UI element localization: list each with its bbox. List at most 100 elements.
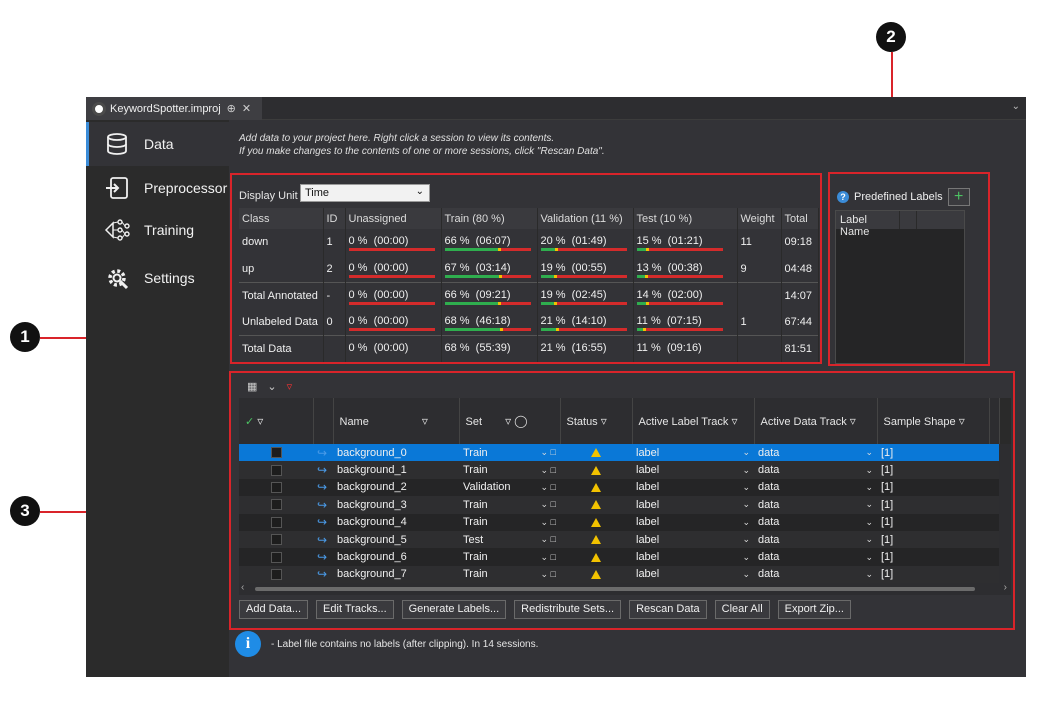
session-row[interactable]: ↪ background_2 Validation ⌄ □ label ⌄ data ⌄ [1]: [239, 478, 999, 497]
warning-icon: [591, 448, 601, 458]
row-checkbox[interactable]: [270, 516, 282, 528]
scroll-left-icon[interactable]: ‹: [241, 582, 245, 593]
sidebar-item-settings[interactable]: Settings: [86, 256, 229, 300]
session-row[interactable]: ↪ background_6 Train ⌄ □ label ⌄ data ⌄ [1]: [239, 548, 999, 566]
redistribute-sets-button[interactable]: Redistribute Sets...: [514, 600, 622, 619]
select-column-header[interactable]: ✓ ▿: [239, 398, 314, 444]
info-message-text: - Label file contains no labels (after c…: [271, 638, 539, 650]
data-track-select[interactable]: data ⌄: [754, 548, 877, 566]
lock-icon[interactable]: ◯: [514, 414, 528, 428]
tab-title: KeywordSpotter.improj: [110, 102, 221, 115]
row-checkbox[interactable]: [270, 447, 282, 459]
neural-network-icon: [104, 217, 130, 243]
train-cell: 66 % (06:07): [441, 229, 538, 256]
label-list[interactable]: Label Name: [835, 210, 965, 364]
row-select-cell[interactable]: [239, 565, 313, 584]
set-select[interactable]: Train ⌄ □: [459, 513, 560, 531]
row-checkbox[interactable]: [270, 499, 282, 511]
chevron-down-icon[interactable]: ⌄: [1011, 101, 1020, 112]
row-select-cell[interactable]: [239, 461, 313, 479]
set-select[interactable]: Train ⌄ □: [459, 548, 560, 566]
column-header-sample-shape[interactable]: Sample Shape ▿: [877, 398, 990, 444]
set-select[interactable]: Train ⌄ □: [459, 444, 560, 462]
horizontal-scrollbar[interactable]: ‹ ›: [239, 582, 1011, 595]
column-header-status[interactable]: Status ▿: [560, 398, 633, 444]
export-zip-button[interactable]: Export Zip...: [777, 600, 851, 619]
row-select-cell[interactable]: [239, 530, 313, 549]
display-unit-select[interactable]: Time ⌄: [300, 184, 430, 202]
row-checkbox[interactable]: [270, 534, 282, 546]
chevron-down-icon: ⌄ □: [540, 516, 556, 527]
close-tab-icon[interactable]: ✕: [241, 103, 252, 115]
column-header-name[interactable]: Name ▿: [333, 398, 460, 444]
session-row[interactable]: ↪ background_4 Train ⌄ □ label ⌄ data ⌄ [1]: [239, 513, 999, 531]
rescan-data-button[interactable]: Rescan Data: [629, 600, 707, 619]
set-select[interactable]: Train ⌄ □: [459, 565, 560, 584]
vertical-scrollbar[interactable]: [999, 444, 1011, 584]
label-track-select[interactable]: label ⌄: [632, 565, 754, 584]
data-track-select[interactable]: data ⌄: [754, 565, 877, 584]
data-track-select[interactable]: data ⌄: [754, 530, 877, 549]
row-select-cell[interactable]: [239, 548, 313, 566]
data-track-select[interactable]: data ⌄: [754, 461, 877, 479]
scroll-right-icon[interactable]: ›: [1003, 582, 1007, 593]
row-checkbox[interactable]: [270, 481, 282, 493]
scrollbar-thumb[interactable]: [255, 587, 975, 591]
clear-all-button[interactable]: Clear All: [714, 600, 770, 619]
label-track-select[interactable]: label ⌄: [632, 530, 754, 549]
label-track-select[interactable]: label ⌄: [632, 548, 754, 566]
column-header-set[interactable]: Set ▿ ◯: [459, 398, 561, 444]
row-checkbox[interactable]: [270, 464, 282, 476]
set-select[interactable]: Train ⌄ □: [459, 461, 560, 479]
sidebar-item-data[interactable]: Data: [86, 122, 229, 166]
session-row[interactable]: ↪ background_1 Train ⌄ □ label ⌄ data ⌄ [1]: [239, 461, 999, 479]
document-tab[interactable]: KeywordSpotter.improj ⊕ ✕: [86, 97, 262, 120]
label-track-select[interactable]: label ⌄: [632, 513, 754, 531]
columns-icon[interactable]: ▦: [247, 381, 258, 393]
filter-icon[interactable]: ▿: [257, 414, 264, 428]
session-row[interactable]: ↪ background_3 Train ⌄ □ label ⌄ data ⌄ [1]: [239, 496, 999, 514]
label-track-select[interactable]: label ⌄: [632, 478, 754, 497]
edit-tracks-button[interactable]: Edit Tracks...: [316, 600, 394, 619]
session-name: background_6: [333, 548, 459, 566]
import-icon: [104, 175, 130, 201]
generate-labels-button[interactable]: Generate Labels...: [401, 600, 507, 619]
split-marker: [499, 327, 503, 331]
row-select-cell[interactable]: [239, 513, 313, 531]
data-track-select[interactable]: data ⌄: [754, 478, 877, 497]
column-header-label: Active Label Track: [638, 416, 729, 428]
session-row[interactable]: ↪ background_5 Test ⌄ □ label ⌄ data ⌄ [1]: [239, 530, 999, 549]
help-icon[interactable]: ?: [837, 191, 849, 203]
row-select-cell[interactable]: [239, 444, 313, 462]
label-track-select[interactable]: label ⌄: [632, 444, 754, 462]
row-checkbox[interactable]: [270, 551, 282, 563]
row-select-cell[interactable]: [239, 496, 313, 514]
filter-icon[interactable]: ▿: [600, 414, 607, 428]
chevron-down-icon[interactable]: ⌄: [267, 381, 277, 393]
add-label-button[interactable]: +: [947, 188, 970, 206]
data-track-select[interactable]: data ⌄: [754, 513, 877, 531]
label-track-select[interactable]: label ⌄: [632, 461, 754, 479]
sidebar-item-preprocessor[interactable]: Preprocessor: [86, 166, 229, 210]
filter-icon[interactable]: ▿: [731, 414, 738, 428]
sidebar-item-training[interactable]: Training: [86, 208, 229, 252]
set-select[interactable]: Train ⌄ □: [459, 496, 560, 514]
session-row[interactable]: ↪ background_7 Train ⌄ □ label ⌄ data ⌄ [1]: [239, 565, 999, 584]
data-track-select[interactable]: data ⌄: [754, 444, 877, 462]
set-select[interactable]: Validation ⌄ □: [459, 478, 560, 497]
row-select-cell[interactable]: [239, 478, 313, 497]
data-track-select[interactable]: data ⌄: [754, 496, 877, 514]
row-checkbox[interactable]: [270, 568, 282, 580]
clear-filter-icon[interactable]: ▿: [286, 381, 293, 393]
pin-icon[interactable]: ⊕: [226, 103, 236, 115]
add-data-button[interactable]: Add Data...: [239, 600, 309, 619]
label-track-select[interactable]: label ⌄: [632, 496, 754, 514]
column-header-active-label-track[interactable]: Active Label Track ▿: [632, 398, 755, 444]
filter-icon[interactable]: ▿: [958, 414, 965, 428]
filter-icon[interactable]: ▿: [849, 414, 856, 428]
set-select[interactable]: Test ⌄ □: [459, 530, 560, 549]
filter-icon[interactable]: ▿: [421, 414, 428, 428]
session-row[interactable]: ↪ background_0 Train ⌄ □ label ⌄ data ⌄ [1]: [239, 444, 999, 462]
filter-icon[interactable]: ▿: [505, 414, 512, 428]
column-header-active-data-track[interactable]: Active Data Track ▿: [754, 398, 878, 444]
